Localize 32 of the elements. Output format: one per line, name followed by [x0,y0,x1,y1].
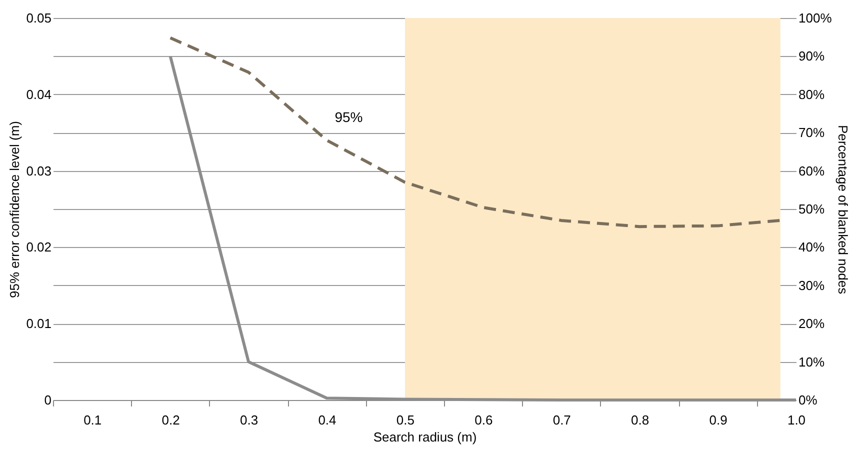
x-tick-label: 1.0 [787,412,806,428]
x-tick-label: 0.8 [631,412,650,428]
y-tick-label: 0.02 [26,240,52,255]
y2-tick-label: 60% [798,163,825,178]
y2-tick-label: 70% [798,125,825,140]
x-tick-label: 0.9 [709,412,728,428]
y-tick-label: 0.05 [26,10,52,26]
x-axis-title: Search radius (m) [373,430,477,444]
series-label: 95% [334,109,363,126]
y2-tick-label: 30% [798,278,825,293]
y-tick-label: 0.03 [26,163,52,178]
x-tick-label: 0.7 [552,412,571,428]
y2-tick-label: 50% [798,202,825,216]
line-series [168,36,782,228]
y2-tick-label: 10% [798,354,825,370]
y2-tick-label: 20% [798,316,825,332]
y2-tick-label: 90% [798,48,825,64]
y2-axis-title: Percentage of blanked nodes [836,124,851,295]
x-tick-label: 0.2 [162,412,180,428]
y2-tick-label: 0% [798,392,818,408]
y2-tick-label: 80% [798,86,825,102]
y-tick-label: 0.04 [26,86,52,102]
x-tick-label: 0.1 [84,412,102,428]
x-tick-label: 0.5 [396,412,414,428]
x-tick-label: 0.6 [474,412,493,428]
y2-tick-label: 100% [798,10,832,26]
x-tick-label: 0.3 [240,412,258,428]
y-axis-title: 95% error confidence level (m) [7,120,22,298]
x-tick-label: 0.4 [318,412,336,428]
y-tick-label: 0.01 [26,316,52,332]
y-tick-label: 0 [44,392,52,408]
y2-tick-label: 40% [798,240,825,255]
